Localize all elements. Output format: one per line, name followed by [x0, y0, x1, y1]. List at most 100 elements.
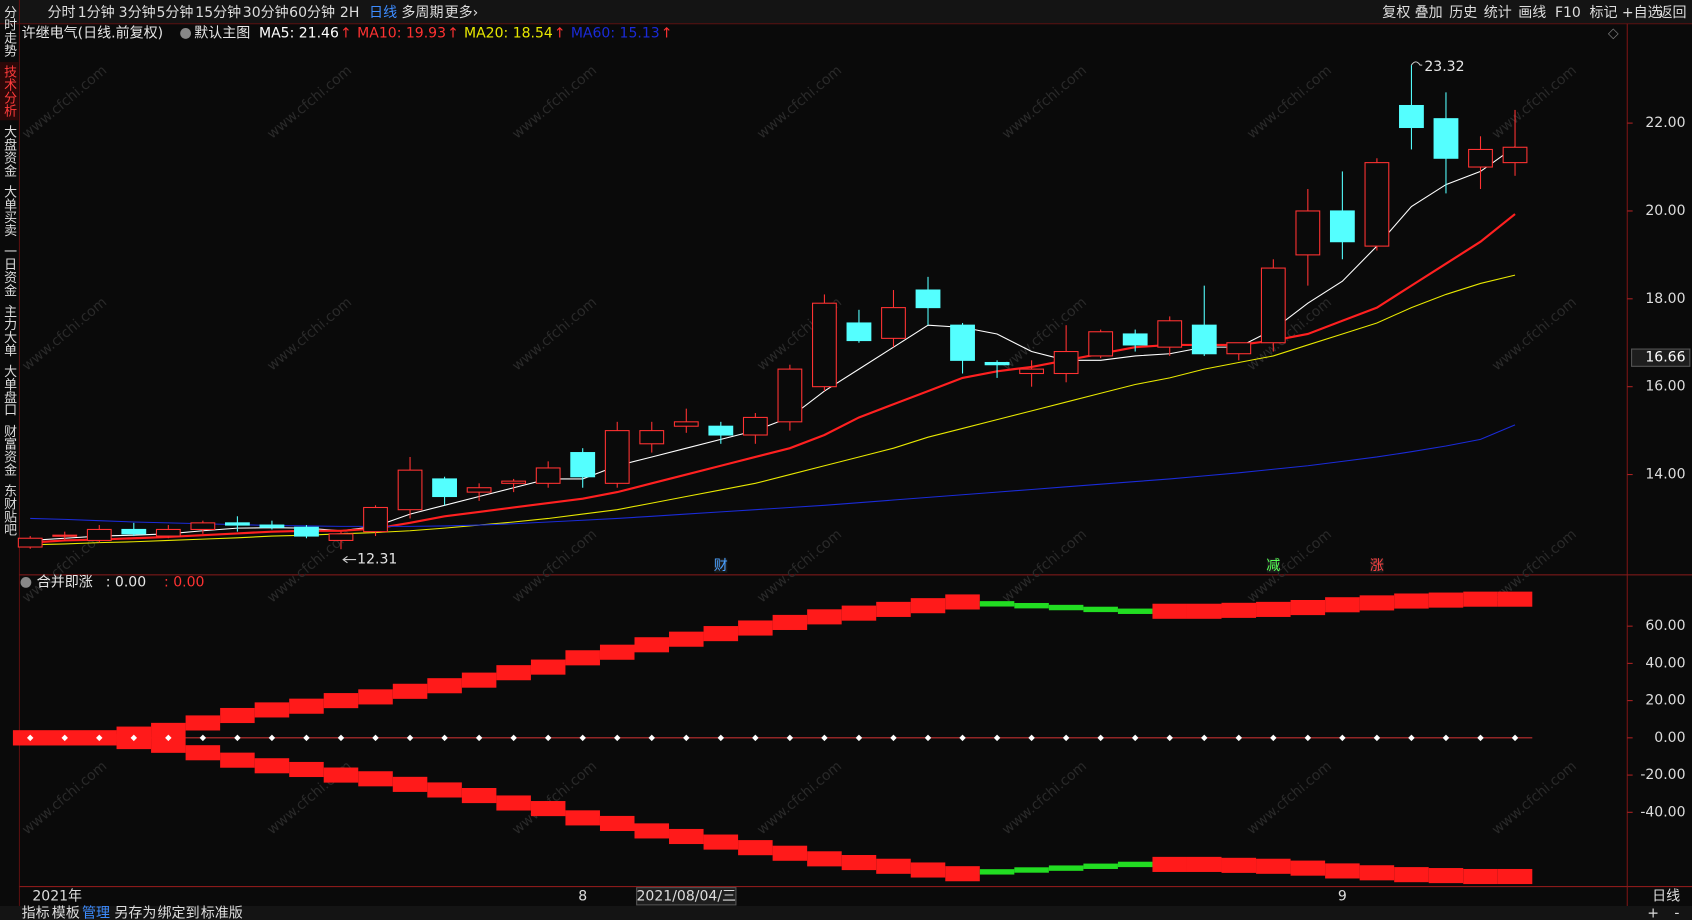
ma-arrow: ↑ [554, 25, 566, 41]
x-tick-label: 9 [1338, 888, 1347, 904]
zoom-button[interactable]: + [1647, 906, 1659, 920]
candle-body [777, 368, 803, 423]
tool-button[interactable]: 历史 [1449, 5, 1477, 21]
band-step [151, 737, 186, 753]
side-tab[interactable]: 技术分析 [1, 65, 16, 117]
signal-dot [648, 734, 656, 742]
ma-arrow: ↑ [661, 25, 673, 41]
candle-body [501, 480, 527, 484]
tool-button[interactable]: +自选 [1622, 5, 1662, 21]
candle-body [397, 469, 423, 511]
signal-dot [786, 734, 794, 742]
band-step [876, 601, 911, 617]
band-step [1256, 858, 1291, 874]
band-step [807, 851, 842, 867]
period-tab[interactable]: 更多› [445, 4, 479, 21]
bottom-tab[interactable]: 管理 [82, 906, 110, 920]
bottom-bar [0, 905, 1692, 920]
bottom-tab[interactable]: 另存为 [114, 906, 156, 920]
period-tab[interactable]: 分时 [47, 5, 75, 21]
band-step [254, 702, 290, 718]
band-step [772, 845, 808, 861]
band-step [1083, 863, 1118, 869]
bottom-tab[interactable]: 标准版 [201, 906, 243, 920]
period-tab[interactable]: 5分钟 [156, 4, 193, 21]
x-tick-label: 2021年 [32, 888, 82, 904]
candle-body [190, 522, 216, 530]
period-tab[interactable]: 30分钟 [243, 4, 289, 21]
band-step [910, 862, 946, 878]
tool-button[interactable]: 标记 [1589, 5, 1617, 21]
period-tab[interactable]: 2H [340, 5, 359, 21]
price-tag-label: 16.66 [1645, 350, 1685, 366]
ma-label: MA10: 19.93 [357, 25, 446, 41]
tool-button[interactable]: 叠加 [1415, 5, 1443, 21]
band-step [116, 734, 152, 750]
x-tick-label: 8 [578, 888, 587, 904]
side-tab[interactable]: 大单盘口 [1, 365, 16, 417]
event-label[interactable]: 涨 [1370, 558, 1384, 574]
band-step [289, 761, 324, 778]
zoom-button[interactable]: - [1674, 906, 1679, 920]
tool-button[interactable]: 统计 [1484, 5, 1512, 21]
band-step [1048, 604, 1084, 611]
candle-body [1122, 333, 1148, 346]
event-label[interactable]: 财 [714, 558, 728, 574]
bottom-tab[interactable]: 绑定到 [158, 906, 200, 920]
band-step [427, 678, 462, 694]
band-step [1325, 597, 1360, 613]
bottom-tab[interactable]: 指标 [22, 906, 50, 920]
tool-button[interactable]: 复权 [1382, 4, 1410, 21]
ma-label: MA60: 15.13 [571, 25, 660, 41]
tool-button[interactable]: 画线 [1518, 5, 1546, 21]
band-step [1117, 608, 1153, 614]
candle-body [1364, 162, 1390, 247]
side-tab[interactable]: 大单买卖 [1, 185, 16, 237]
candle-body [328, 533, 354, 541]
period-tab[interactable]: 1分钟 [78, 4, 115, 21]
ma-arrow: ↑ [340, 25, 352, 41]
period-tab[interactable]: 多周期 [401, 4, 443, 21]
side-tab[interactable]: 主力大单 [1, 305, 16, 357]
signal-dot [268, 734, 276, 742]
signal-dot [510, 734, 517, 742]
band-step [185, 745, 221, 761]
indicator-value: : 0.00 [106, 574, 146, 590]
signal-dot [372, 734, 379, 742]
side-tab[interactable]: 一日资金 [1, 245, 16, 297]
candle-body [1468, 148, 1493, 168]
band-step [1428, 592, 1464, 608]
period-tab[interactable]: 60分钟 [289, 4, 335, 21]
band-step [530, 659, 566, 675]
band-step [185, 715, 221, 731]
ma-arrow: ↑ [447, 25, 459, 41]
y-tick-label: 60.00 [1645, 618, 1685, 634]
candle-body [1260, 267, 1286, 344]
tool-button[interactable]: F10 [1555, 5, 1581, 21]
event-label[interactable]: 减 [1266, 558, 1280, 574]
band-step [1256, 601, 1291, 617]
tool-button[interactable]: 返回 [1659, 5, 1687, 21]
band-step [1290, 599, 1326, 616]
period-tab[interactable]: 15分钟 [195, 4, 241, 21]
signal-dot [1028, 734, 1035, 742]
period-tab[interactable]: 日线 [369, 5, 397, 21]
band-step [1186, 856, 1222, 872]
side-tab[interactable]: 分时走势 [1, 5, 16, 58]
signal-dot [613, 734, 621, 742]
band-step [910, 598, 946, 614]
band-step [1394, 867, 1429, 883]
band-step [323, 693, 359, 709]
side-tab[interactable]: 财富资金 [1, 424, 16, 476]
band-step [669, 631, 704, 647]
candle-body [1157, 320, 1183, 348]
bottom-tab[interactable]: 模板 [52, 906, 80, 920]
side-tab[interactable]: 东财贴吧 [1, 484, 16, 536]
y-tick-label: 20.00 [1645, 693, 1685, 709]
signal-dot [1062, 734, 1070, 742]
side-tab[interactable]: 大盘资金 [1, 125, 16, 177]
period-tab[interactable]: 3分钟 [119, 4, 156, 21]
template-name[interactable]: 默认主图 [194, 25, 250, 41]
